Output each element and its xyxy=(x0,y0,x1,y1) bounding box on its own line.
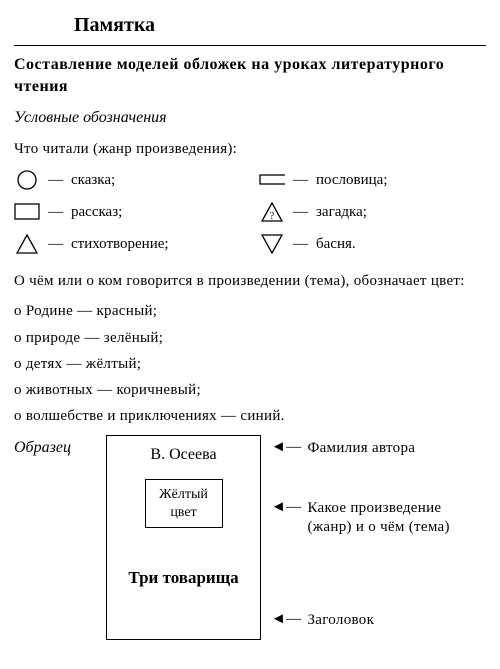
annotation-text: Заголовок xyxy=(307,611,374,631)
cover-model: В. Осеева Жёлтый цвет Три товарища xyxy=(106,435,261,640)
annotations: ◄— Фамилия автора ◄— Какое произведение … xyxy=(271,435,486,640)
arrow-left-icon: ◄— xyxy=(271,499,301,515)
arrow-left-icon: ◄— xyxy=(271,439,301,455)
page-title: Памятка xyxy=(74,12,486,39)
cover-genre-box: Жёлтый цвет xyxy=(145,479,223,528)
cover-author: В. Осеева xyxy=(150,444,216,466)
question-triangle-icon: ? xyxy=(259,201,285,223)
dash: — xyxy=(293,170,308,190)
sample-heading: Образец xyxy=(14,435,96,459)
triangle-icon xyxy=(14,233,40,255)
theme-item: детях — жёлтый; xyxy=(14,354,486,374)
dash: — xyxy=(293,202,308,222)
theme-item: волшебстве и приключениях — синий. xyxy=(14,406,486,426)
legend-item: — пословица; xyxy=(259,169,486,191)
annotation-author: ◄— Фамилия автора xyxy=(271,439,415,459)
legend-item: — рассказ; xyxy=(14,201,241,223)
legend-label: басня. xyxy=(316,234,356,254)
dash: — xyxy=(48,170,63,190)
legend-label: сказка; xyxy=(71,170,115,190)
legend-item: — стихотворение; xyxy=(14,233,241,255)
genre-lead: Что читали (жанр произведения): xyxy=(14,139,486,159)
theme-list: Родине — красный; природе — зелёный; дет… xyxy=(14,301,486,426)
legend-label: загадка; xyxy=(316,202,367,222)
divider xyxy=(14,45,486,46)
legend-item: ? — загадка; xyxy=(259,201,486,223)
annotation-text: Фамилия автора xyxy=(307,439,415,459)
cover-title: Три товарища xyxy=(128,568,238,588)
rectangle-icon xyxy=(14,201,40,223)
theme-item: животных — коричневый; xyxy=(14,380,486,400)
legend-label: пословица; xyxy=(316,170,388,190)
legend-heading: Условные обозначения xyxy=(14,107,486,129)
legend-grid: — сказка; — рассказ; — стихотворение; — … xyxy=(14,169,486,265)
arrow-left-icon: ◄— xyxy=(271,611,301,627)
dash: — xyxy=(293,234,308,254)
circle-icon xyxy=(14,169,40,191)
legend-item: — сказка; xyxy=(14,169,241,191)
theme-item: Родине — красный; xyxy=(14,301,486,321)
dash: — xyxy=(48,202,63,222)
inverted-triangle-icon xyxy=(259,233,285,255)
bar-icon xyxy=(259,169,285,191)
legend-label: рассказ; xyxy=(71,202,122,222)
annotation-genre: ◄— Какое произведение (жанр) и о чём (те… xyxy=(271,499,486,538)
legend-item: — басня. xyxy=(259,233,486,255)
legend-label: стихотворение; xyxy=(71,234,169,254)
theme-item: природе — зелёный; xyxy=(14,328,486,348)
annotation-text: Какое произведение (жанр) и о чём (тема) xyxy=(307,499,486,538)
dash: — xyxy=(48,234,63,254)
annotation-title: ◄— Заголовок xyxy=(271,611,374,631)
subtitle: Составление моделей обложек на уроках ли… xyxy=(14,54,486,97)
theme-lead: О чём или о ком говорится в произведении… xyxy=(14,271,486,291)
svg-text:?: ? xyxy=(270,211,275,222)
